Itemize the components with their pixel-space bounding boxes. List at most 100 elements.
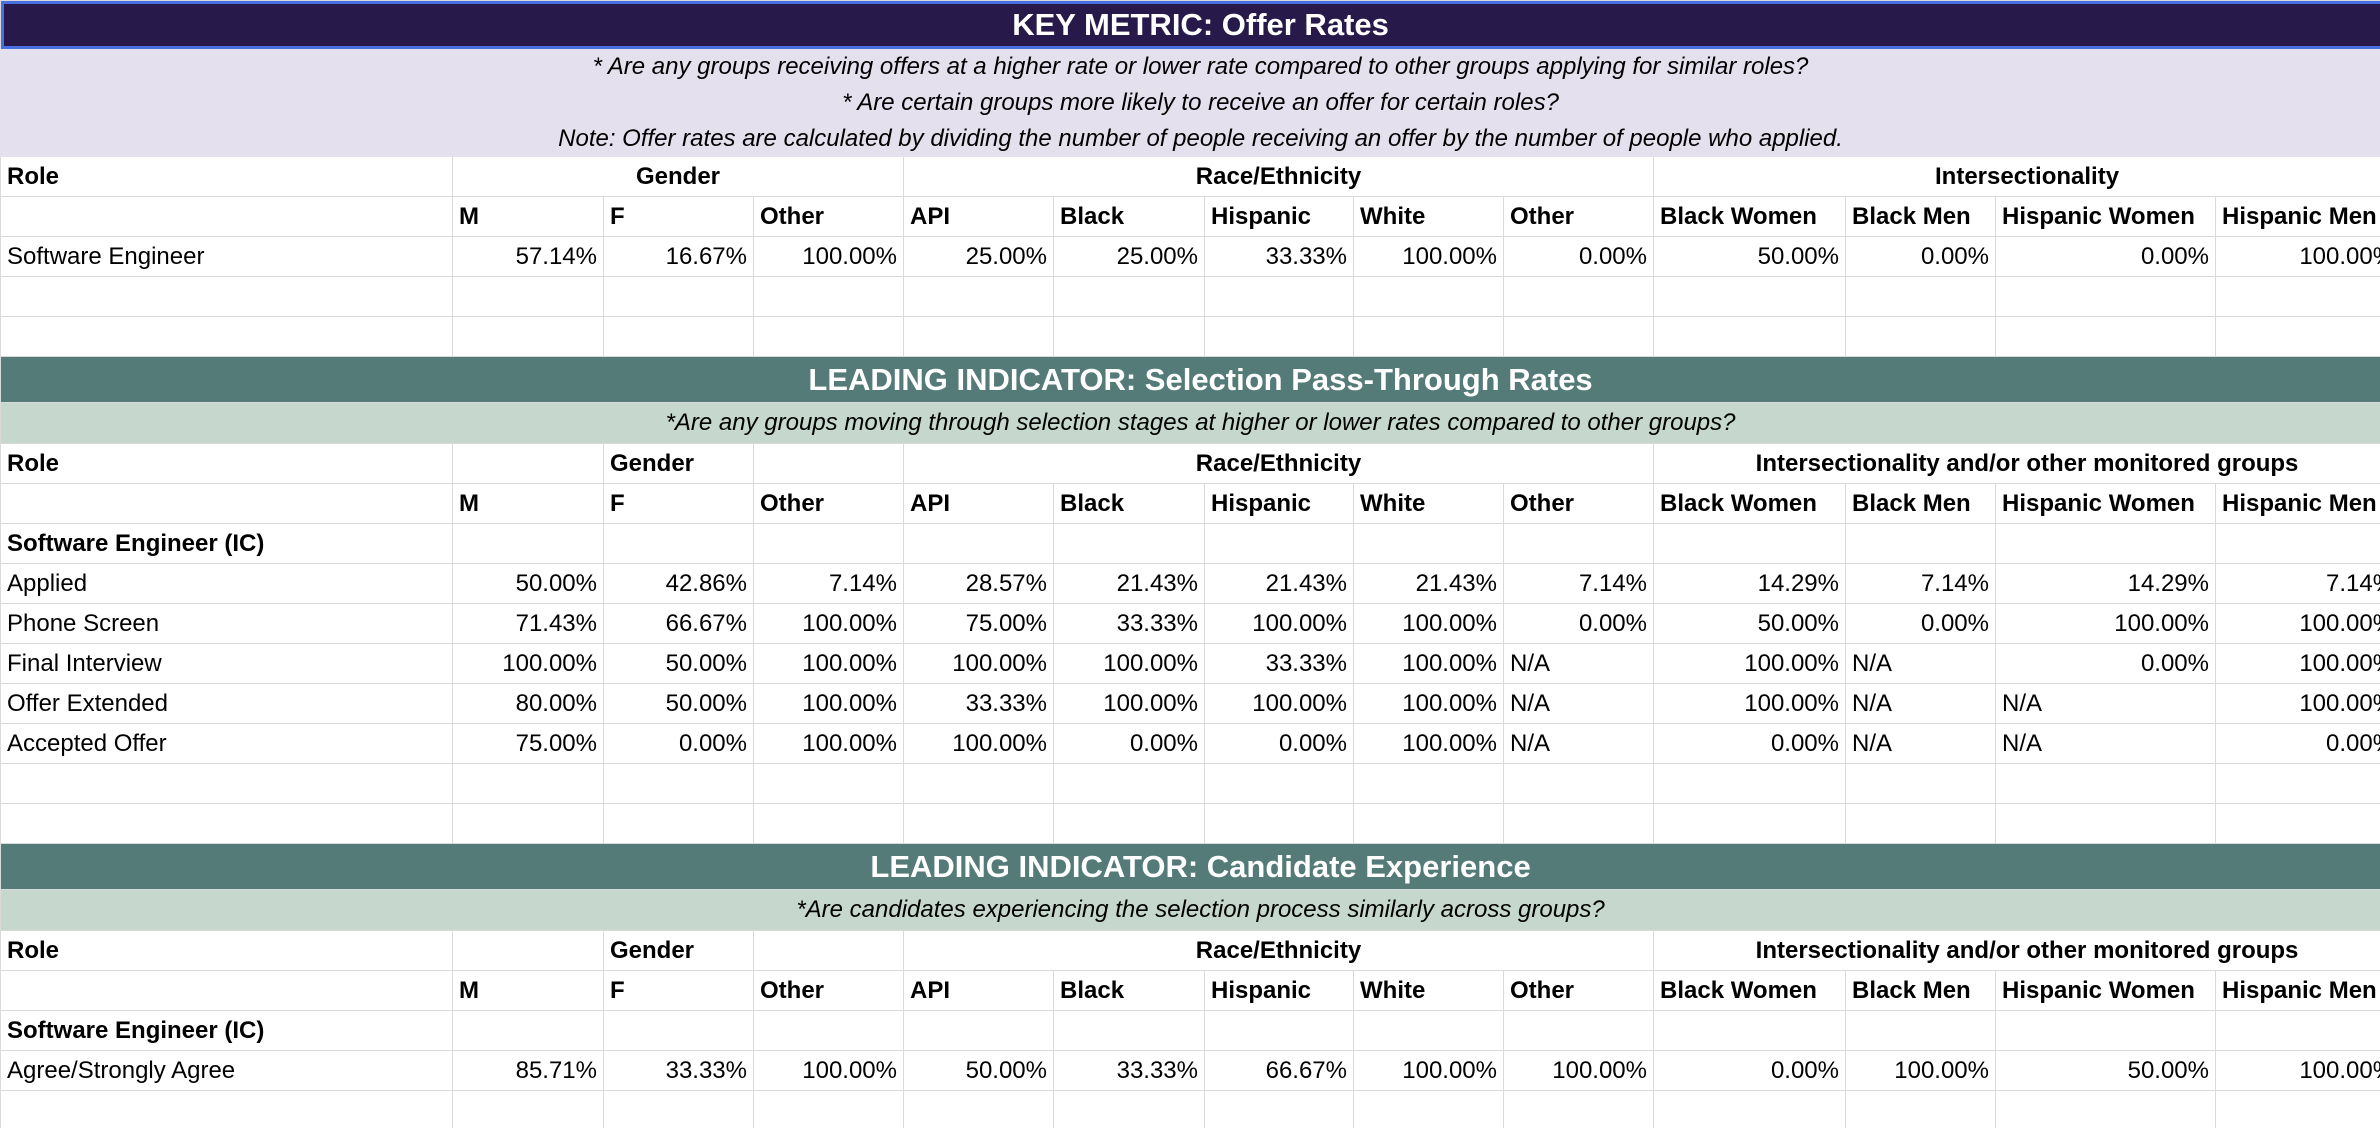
empty-cell bbox=[1653, 803, 1846, 844]
empty-cell bbox=[452, 276, 604, 317]
empty-cell bbox=[1503, 316, 1654, 357]
empty-cell bbox=[1503, 803, 1654, 844]
value-cell: N/A bbox=[1995, 683, 2216, 724]
empty-cell bbox=[1503, 1090, 1654, 1128]
value-cell: 100.00% bbox=[1353, 643, 1504, 684]
empty-cell bbox=[903, 276, 1054, 317]
empty-cell bbox=[0, 803, 453, 844]
empty-cell bbox=[753, 276, 904, 317]
value-cell: 100.00% bbox=[1503, 1050, 1654, 1091]
value-cell: N/A bbox=[1845, 723, 1996, 764]
column-header: Black bbox=[1053, 483, 1205, 524]
column-header: Black bbox=[1053, 970, 1205, 1011]
empty-cell bbox=[0, 196, 453, 237]
value-cell: N/A bbox=[1503, 723, 1654, 764]
value-cell: 66.67% bbox=[1204, 1050, 1354, 1091]
group-header: Intersectionality bbox=[1652, 156, 2380, 197]
row-label: Accepted Offer bbox=[0, 723, 453, 764]
value-cell: N/A bbox=[1503, 683, 1654, 724]
empty-cell bbox=[903, 763, 1054, 804]
column-header: Black Women bbox=[1653, 483, 1846, 524]
value-cell: 100.00% bbox=[2214, 643, 2380, 684]
value-cell: 100.00% bbox=[753, 603, 904, 644]
empty-cell bbox=[903, 803, 1054, 844]
value-cell: 7.14% bbox=[2214, 563, 2380, 604]
value-cell: 100.00% bbox=[753, 1050, 904, 1091]
value-cell: 14.29% bbox=[1653, 563, 1846, 604]
row: Role Gender Race/Ethnicity Intersectionalit… bbox=[0, 156, 2380, 197]
empty-cell bbox=[1995, 316, 2216, 357]
row: Agree/Strongly Agree 85.71% 33.33% 100.00% 5… bbox=[0, 1050, 2380, 1091]
empty-cell bbox=[2214, 1090, 2380, 1128]
empty-cell bbox=[1053, 763, 1205, 804]
empty-cell bbox=[0, 276, 453, 317]
column-header: F bbox=[603, 196, 754, 237]
column-header: Black bbox=[1053, 196, 1205, 237]
column-header: Hispanic Women bbox=[1995, 196, 2216, 237]
empty-cell bbox=[1995, 1090, 2216, 1128]
value-cell: 100.00% bbox=[1204, 603, 1354, 644]
section-note: *Are any groups moving through selection… bbox=[0, 402, 2380, 444]
empty-cell bbox=[1204, 316, 1354, 357]
empty-cell bbox=[1503, 1010, 1654, 1051]
row-label: Offer Extended bbox=[0, 683, 453, 724]
empty-cell bbox=[1845, 316, 1996, 357]
value-cell: 75.00% bbox=[452, 723, 604, 764]
empty-cell bbox=[1845, 1010, 1996, 1051]
column-header: Hispanic Men bbox=[2214, 483, 2380, 524]
row: *Are any groups moving through selection… bbox=[0, 402, 2380, 444]
value-cell: 33.33% bbox=[603, 1050, 754, 1091]
value-cell: 50.00% bbox=[1653, 236, 1846, 277]
empty-cell bbox=[1353, 1010, 1504, 1051]
value-cell: 75.00% bbox=[903, 603, 1054, 644]
value-cell: 57.14% bbox=[452, 236, 604, 277]
empty-cell bbox=[753, 763, 904, 804]
column-header: Other bbox=[753, 483, 904, 524]
row: Role Gender Race/Ethnicity Intersectionalit… bbox=[0, 930, 2380, 971]
column-header: M bbox=[452, 483, 604, 524]
empty-cell bbox=[1053, 316, 1205, 357]
value-cell: 21.43% bbox=[1053, 563, 1205, 604]
value-cell: 21.43% bbox=[1353, 563, 1504, 604]
empty-cell bbox=[1204, 803, 1354, 844]
empty-cell bbox=[1353, 316, 1504, 357]
value-cell: 42.86% bbox=[603, 563, 754, 604]
column-header: Black Men bbox=[1845, 196, 1996, 237]
value-cell: 100.00% bbox=[2214, 1050, 2380, 1091]
value-cell: 100.00% bbox=[753, 723, 904, 764]
empty-cell bbox=[1653, 523, 1846, 564]
value-cell: 33.33% bbox=[1053, 603, 1205, 644]
empty-cell bbox=[903, 316, 1054, 357]
value-cell: 50.00% bbox=[603, 643, 754, 684]
value-cell: 16.67% bbox=[603, 236, 754, 277]
column-header: White bbox=[1353, 196, 1504, 237]
value-cell: 100.00% bbox=[753, 643, 904, 684]
value-cell: 21.43% bbox=[1204, 563, 1354, 604]
value-cell: N/A bbox=[1845, 643, 1996, 684]
column-header: M bbox=[452, 970, 604, 1011]
group-header: Intersectionality and/or other monitored… bbox=[1652, 930, 2380, 971]
row: Note: Offer rates are calculated by divi… bbox=[0, 120, 2380, 157]
value-cell: 100.00% bbox=[1653, 643, 1846, 684]
row: LEADING INDICATOR: Selection Pass-Throug… bbox=[0, 356, 2380, 403]
column-header: Hispanic Women bbox=[1995, 970, 2216, 1011]
row: M F Other API Black Hispanic White Other Black W… bbox=[0, 483, 2380, 524]
empty-cell bbox=[603, 523, 754, 564]
empty-cell bbox=[1845, 1090, 1996, 1128]
value-cell: 50.00% bbox=[1995, 1050, 2216, 1091]
column-header: M bbox=[452, 196, 604, 237]
empty-cell bbox=[1845, 803, 1996, 844]
empty-cell bbox=[1995, 523, 2216, 564]
empty-cell bbox=[1204, 276, 1354, 317]
group-header: Intersectionality and/or other monitored… bbox=[1652, 443, 2380, 484]
row-label: Final Interview bbox=[0, 643, 453, 684]
column-header: Other bbox=[753, 196, 904, 237]
column-header: Hispanic bbox=[1204, 483, 1354, 524]
row: * Are any groups receiving offers at a h… bbox=[0, 48, 2380, 85]
value-cell: 100.00% bbox=[1653, 683, 1846, 724]
column-header: Other bbox=[1503, 483, 1654, 524]
empty-cell bbox=[753, 1010, 904, 1051]
empty-cell bbox=[452, 443, 604, 484]
section-title: LEADING INDICATOR: Selection Pass-Throug… bbox=[0, 356, 2380, 403]
